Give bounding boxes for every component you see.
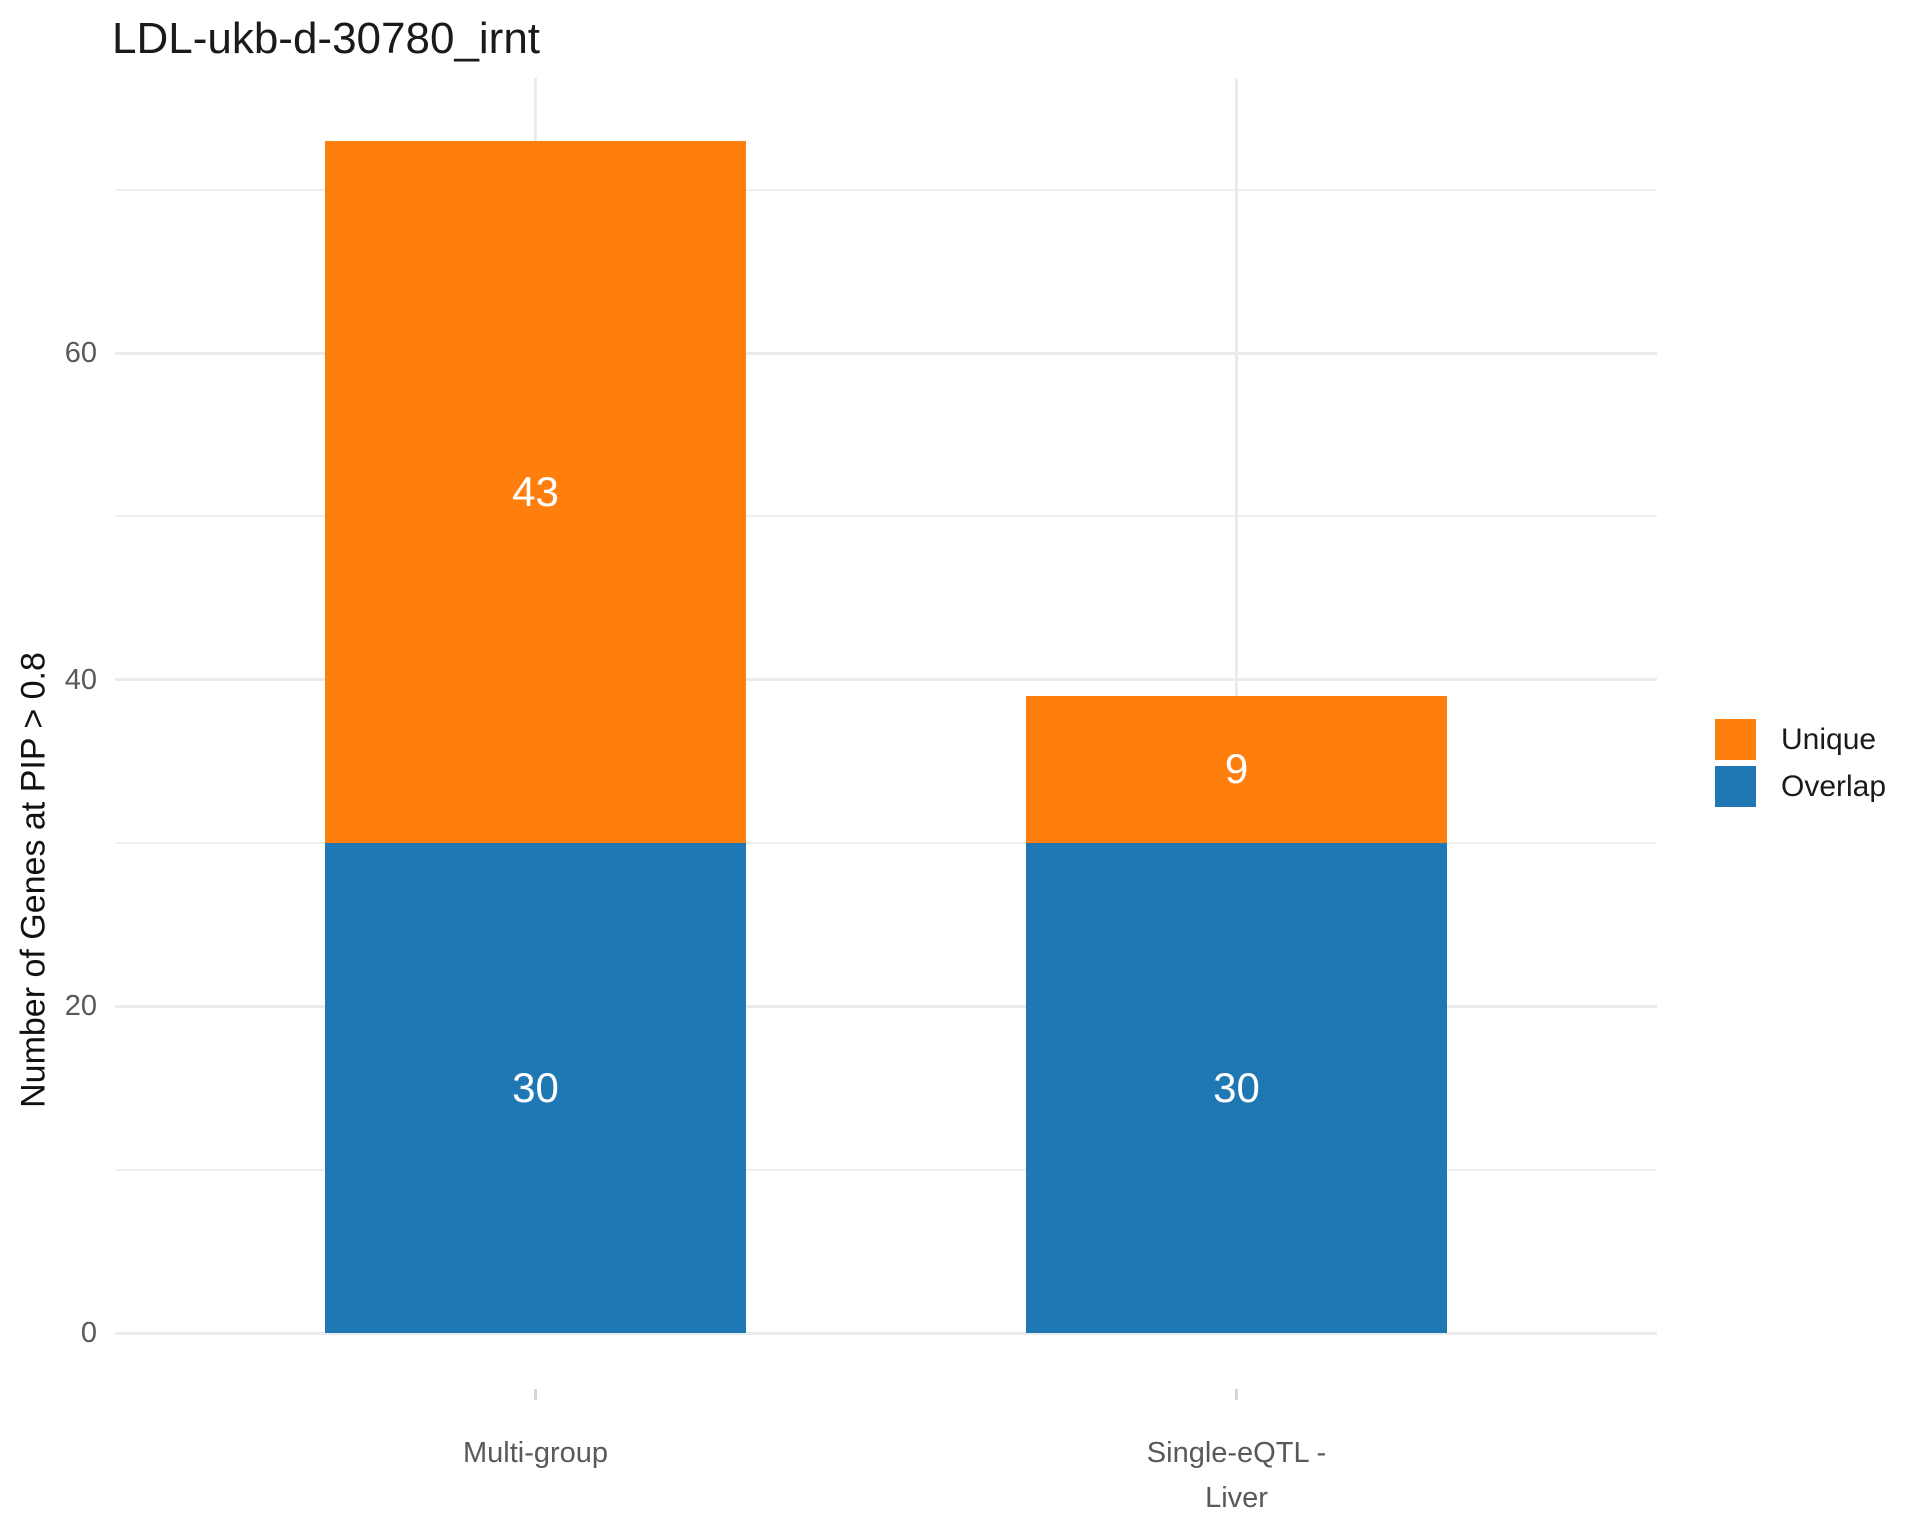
y-tick-label: 20	[64, 990, 97, 1023]
y-axis-title: Number of Genes at PIP > 0.8	[14, 652, 53, 1108]
y-tick-label: 0	[80, 1317, 97, 1349]
bar-value-label: 43	[512, 467, 559, 515]
bar-segment-overlap: 30	[325, 843, 746, 1333]
y-tick-label: 60	[64, 337, 97, 369]
x-tick-mark	[534, 1389, 537, 1400]
legend-item-unique: Unique	[1715, 719, 1886, 760]
bar-value-label: 30	[512, 1063, 559, 1111]
bar-value-label: 30	[1213, 1063, 1260, 1111]
minor-gridline	[115, 1168, 1657, 1171]
minor-gridline	[115, 515, 1657, 518]
minor-gridline	[115, 188, 1657, 191]
y-tick-label: 40	[64, 663, 97, 696]
bar-segment-unique: 43	[325, 140, 746, 843]
bar-value-label: 9	[1224, 745, 1249, 793]
bar-segment-unique: 9	[1026, 696, 1447, 843]
chart-title: LDL-ukb-d-30780_irnt	[112, 14, 541, 63]
legend-label: Overlap	[1781, 769, 1887, 803]
legend-key-unique	[1715, 719, 1756, 760]
minor-gridline	[115, 842, 1657, 844]
major-gridline	[115, 678, 1657, 682]
x-tick-mark	[1235, 1389, 1238, 1400]
major-gridline	[115, 351, 1657, 355]
legend-label: Unique	[1781, 722, 1877, 756]
legend: Unique Overlap	[1715, 719, 1886, 813]
legend-item-overlap: Overlap	[1715, 766, 1886, 807]
x-category-label: Multi-group	[462, 1437, 609, 1469]
x-category-label: Single-eQTL - Liver	[1146, 1437, 1327, 1514]
major-gridline	[115, 1004, 1657, 1008]
bar-segment-overlap: 30	[1026, 843, 1447, 1333]
legend-key-overlap	[1715, 766, 1756, 807]
major-gridline	[115, 1331, 1657, 1335]
